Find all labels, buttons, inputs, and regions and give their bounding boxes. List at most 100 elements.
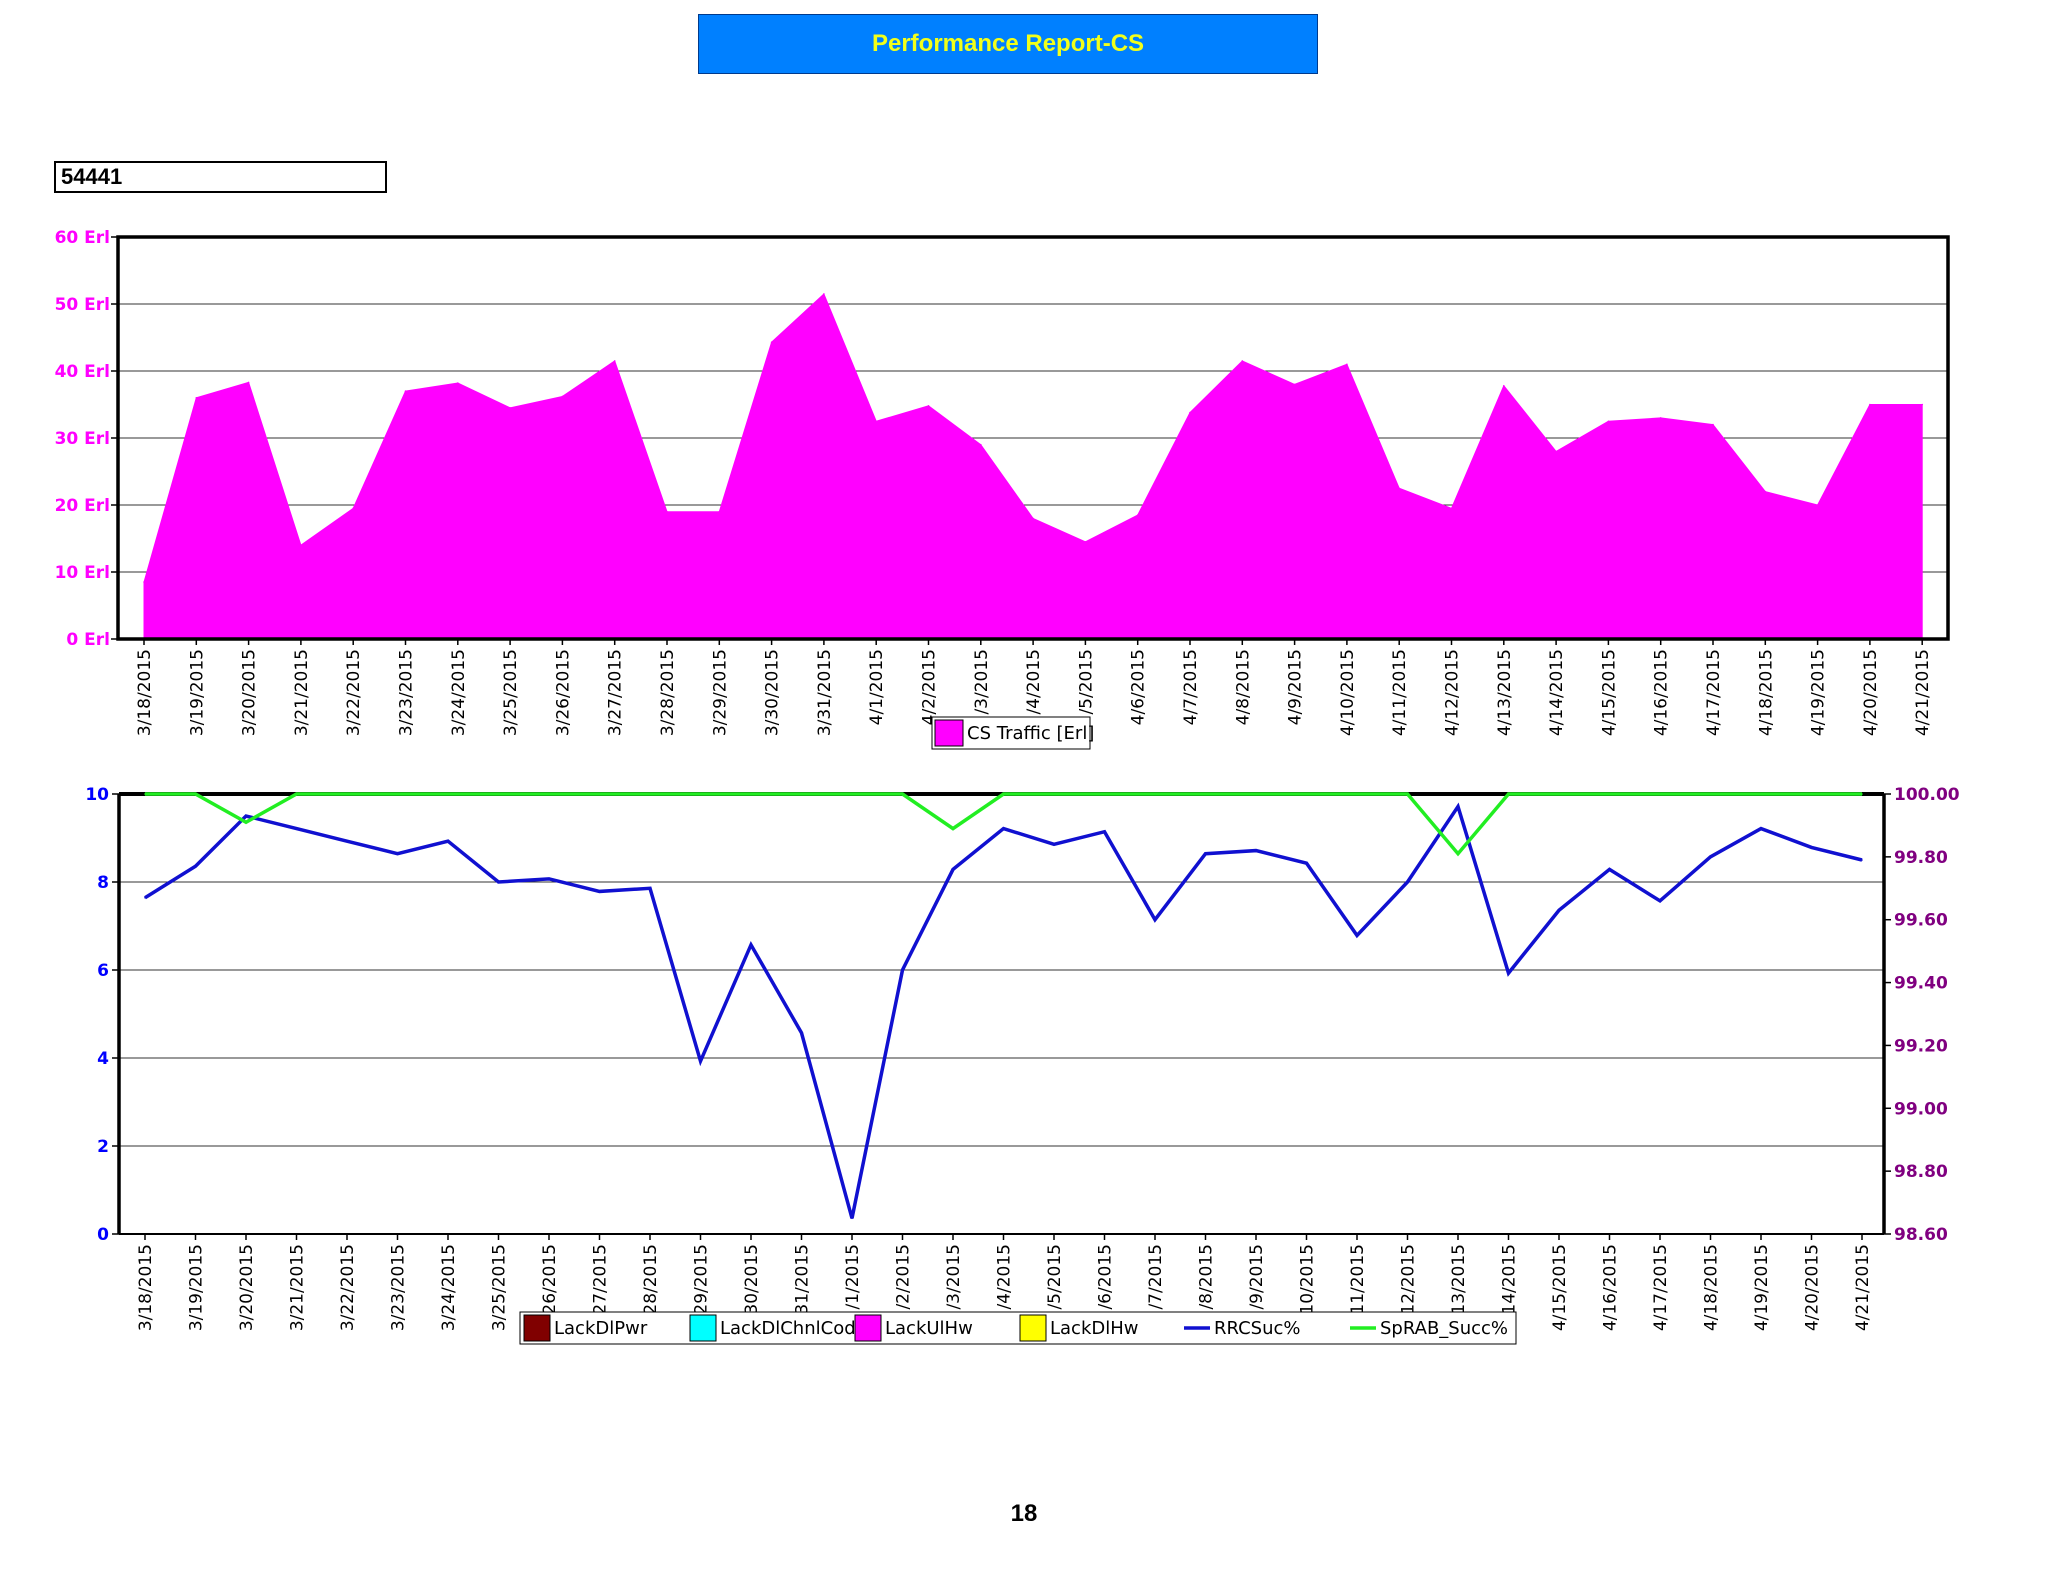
kpi-legend: LackDlPwr LackDlChnlCode LackUlHw LackDlHw R…: [519, 1311, 1517, 1345]
sprab-succ-point: [649, 793, 651, 795]
rrc-suc-point: [1507, 972, 1510, 974]
cs-traffic-point: [1136, 514, 1139, 516]
y-tick-label: 60 Erl: [55, 228, 110, 248]
x-tick-label: 3/24/2015: [439, 1244, 459, 1331]
x-tick-label: 3/25/2015: [490, 1244, 510, 1331]
sprab-succ-point: [1760, 793, 1762, 795]
rrc-suc-point: [1356, 934, 1358, 937]
sprab-succ-point: [1608, 793, 1611, 795]
legend-lackdlhw: LackDlHw: [1019, 1314, 1139, 1342]
sprab-succ-point: [598, 793, 601, 795]
x-tick-label: 4/16/2015: [1652, 649, 1672, 736]
cs-traffic-point: [1816, 504, 1819, 506]
sprab-succ-point: [952, 827, 954, 830]
cs-traffic-point: [1346, 363, 1348, 366]
sprab-succ-point: [1154, 793, 1156, 795]
sprab-succ-point: [699, 793, 702, 795]
legend-label: LackDlHw: [1050, 1318, 1139, 1339]
sprab-succ-point: [1507, 793, 1510, 795]
x-tick-label: 3/20/2015: [240, 649, 260, 736]
cs-traffic-point: [1503, 384, 1505, 387]
x-tick-label: 4/18/2015: [1756, 649, 1776, 736]
x-tick-label: 3/21/2015: [292, 649, 312, 736]
x-tick-label: 4/15/2015: [1599, 649, 1619, 736]
x-tick-label: 3/18/2015: [136, 1244, 156, 1331]
cell-id-box: 54441: [54, 161, 387, 193]
cs-traffic-point: [1189, 411, 1191, 414]
cs-traffic-point: [666, 510, 668, 513]
x-tick-label: 4/21/2015: [1913, 649, 1933, 736]
x-tick-label: 4/20/2015: [1803, 1244, 1823, 1331]
x-tick-label: 4/9/2015: [1286, 649, 1306, 725]
sprab-succ-point: [144, 793, 146, 795]
sprab-succ-point: [1659, 793, 1661, 795]
rrc-suc-point: [1406, 881, 1409, 883]
x-tick-label: 14/2015: [1500, 1244, 1520, 1315]
cs-traffic-point: [1450, 507, 1453, 510]
cs-traffic-point: [927, 405, 930, 407]
y-right-tick-label: 99.60: [1894, 911, 1948, 931]
cs-traffic-point: [404, 390, 407, 392]
sprab-succ-point: [447, 793, 449, 795]
sprab-succ-point: [548, 793, 550, 795]
y-left-tick-label: 10: [85, 785, 109, 805]
x-tick-label: 4/12/2015: [1443, 649, 1463, 736]
x-tick-label: 4/20/2015: [1861, 649, 1881, 736]
x-tick-label: /8/2015: [1197, 1244, 1217, 1310]
x-tick-label: 3/27/2015: [606, 649, 626, 736]
x-tick-label: 4/19/2015: [1809, 649, 1829, 736]
legend-swatch: [1019, 1314, 1047, 1342]
sprab-succ-point: [1457, 852, 1459, 855]
x-tick-label: 4/14/2015: [1547, 649, 1567, 736]
cs-traffic-point: [509, 407, 511, 409]
x-tick-label: /3/2015: [944, 1244, 964, 1310]
cs-traffic-point: [875, 420, 877, 423]
x-tick-label: 3/22/2015: [338, 1244, 358, 1331]
x-tick-label: 31/2015: [793, 1244, 813, 1315]
y-tick-label: 40 Erl: [55, 362, 110, 382]
x-tick-label: 4/18/2015: [1702, 1244, 1722, 1331]
x-tick-label: 3/23/2015: [397, 649, 417, 736]
rrc-suc-point: [447, 840, 449, 842]
sprab-succ-point: [1204, 793, 1207, 795]
cs-traffic-point: [823, 293, 825, 295]
y-right-tick-label: 98.80: [1894, 1162, 1948, 1182]
x-tick-label: 3/22/2015: [344, 649, 364, 736]
cs-traffic-point: [1869, 403, 1871, 406]
sprab-succ-point: [750, 793, 752, 795]
report-title: Performance Report-CS: [698, 14, 1318, 74]
rrc-suc-point: [295, 827, 298, 830]
x-tick-label: 3/20/2015: [237, 1244, 257, 1331]
y-tick-label: 50 Erl: [55, 295, 110, 315]
x-tick-label: 3/29/2015: [710, 649, 730, 736]
x-tick-label: 3/19/2015: [187, 649, 207, 736]
sprab-succ-line: [145, 792, 1862, 857]
cs-traffic-point: [300, 544, 302, 546]
legend-swatch: [934, 719, 964, 747]
sprab-succ-point: [1406, 793, 1409, 795]
x-tick-label: 27/2015: [591, 1244, 611, 1315]
rrc-suc-point: [649, 887, 651, 890]
sprab-succ-point: [194, 793, 197, 795]
legend-label: LackDlChnlCode: [720, 1318, 867, 1339]
x-tick-label: /7/2015: [1146, 1244, 1166, 1310]
sprab-succ-point: [1709, 793, 1712, 795]
sprab-succ-point: [1255, 793, 1257, 795]
x-tick-label: 11/2015: [1348, 1244, 1368, 1315]
rrc-suc-point: [1204, 852, 1207, 855]
x-tick-label: 26/2015: [540, 1244, 560, 1315]
x-tick-label: 12/2015: [1399, 1244, 1419, 1315]
legend-swatch: [854, 1314, 882, 1342]
legend-label: LackUlHw: [885, 1318, 973, 1339]
sprab-succ-point: [1002, 793, 1005, 795]
rrc-suc-point: [800, 1032, 803, 1034]
rrc-suc-point: [346, 840, 348, 842]
x-tick-label: /4/2015: [1024, 649, 1044, 715]
cs-traffic-point: [1398, 487, 1400, 490]
cs-traffic-point: [1764, 490, 1767, 493]
y-tick-label: 30 Erl: [55, 429, 110, 449]
x-tick-label: /9/2015: [1247, 1244, 1267, 1310]
x-tick-label: 4/15/2015: [1550, 1244, 1570, 1331]
sprab-succ-point: [1861, 793, 1863, 795]
x-tick-label: 4/8/2015: [1233, 649, 1253, 725]
